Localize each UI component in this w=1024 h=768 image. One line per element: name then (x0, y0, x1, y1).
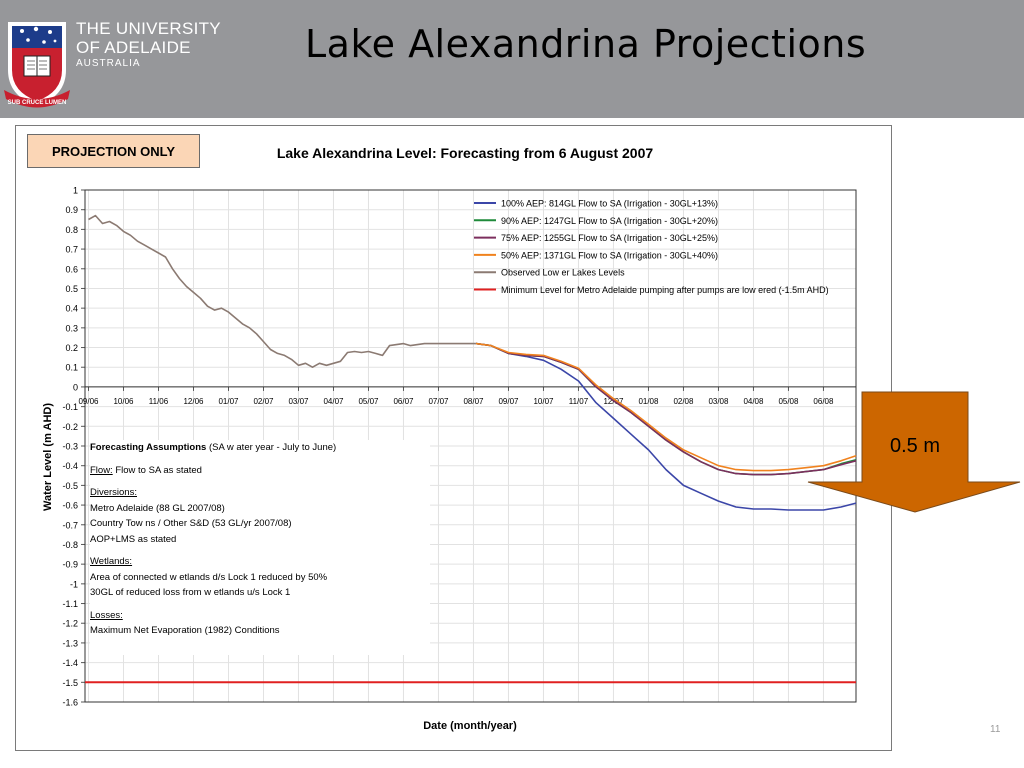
losses-block: Losses: Maximum Net Evaporation (1982) C… (90, 608, 430, 639)
diversions-label: Diversions: (90, 487, 137, 498)
x-tick-label: 02/07 (253, 397, 274, 406)
x-tick-label: 06/07 (393, 397, 414, 406)
y-tick-label: -1.3 (62, 638, 78, 648)
x-tick-label: 04/08 (743, 397, 764, 406)
y-tick-label: 0.7 (65, 245, 78, 255)
university-name-line1: THE UNIVERSITY (76, 19, 221, 38)
y-tick-label: 0.5 (65, 284, 78, 294)
wetland-item: 30GL of reduced loss from w etlands u/s … (90, 587, 291, 598)
x-tick-label: 01/08 (638, 397, 659, 406)
series-line-2 (475, 342, 857, 476)
chart-title: Lake Alexandrina Level: Forecasting from… (277, 145, 654, 161)
y-tick-label: -0.1 (62, 402, 78, 412)
legend-entry: 90% AEP: 1247GL Flow to SA (Irrigation -… (501, 216, 718, 226)
y-tick-label: -1.4 (62, 658, 78, 668)
diversion-item: Metro Adelaide (88 GL 2007/08) (90, 502, 225, 514)
y-tick-label: -0.8 (62, 540, 78, 550)
y-tick-label: -0.4 (62, 461, 78, 471)
y-tick-label: 0 (73, 382, 78, 392)
y-tick-label: 0.4 (65, 304, 78, 314)
flow-label: Flow: (90, 464, 113, 476)
down-arrow-icon (807, 391, 1021, 513)
plot-border (84, 189, 857, 703)
projection-only-badge: PROJECTION ONLY (27, 134, 200, 168)
flow-block: Flow: Flow to SA as stated (90, 463, 430, 479)
assumptions-heading: Forecasting Assumptions (SA w ater year … (90, 440, 430, 456)
loss-item: Maximum Net Evaporation (1982) Condition… (90, 625, 280, 636)
y-tick-label: 0.2 (65, 343, 78, 353)
x-tick-label: 04/07 (323, 397, 344, 406)
x-tick-label: 05/07 (358, 397, 379, 406)
diversion-item: Country Tow ns / Other S&D (53 GL/yr 200… (90, 518, 292, 529)
university-logo: SUB CRUCE LUMEN (4, 22, 70, 108)
x-tick-label: 03/07 (288, 397, 309, 406)
y-tick-label: 0.6 (65, 264, 78, 274)
diversions-block: Diversions: Metro Adelaide (88 GL 2007/0… (90, 485, 430, 547)
y-tick-label: -0.3 (62, 442, 78, 452)
series-line-0 (475, 342, 857, 511)
y-tick-label: -1.1 (62, 599, 78, 609)
wetland-item: Area of connected w etlands d/s Lock 1 r… (90, 571, 328, 583)
y-axis-label: Water Level (m AHD) (42, 403, 54, 511)
y-tick-label: -0.6 (62, 501, 78, 511)
motto-text: SUB CRUCE LUMEN (8, 100, 67, 106)
y-tick-label: -0.9 (62, 560, 78, 570)
y-tick-label: 0.3 (65, 323, 78, 333)
x-tick-label: 10/06 (113, 397, 134, 406)
y-tick-label: -1.2 (62, 619, 78, 629)
callout-label: 0.5 m (890, 435, 940, 457)
assumptions-title: Forecasting Assumptions (90, 442, 207, 453)
y-tick-label: -1.5 (62, 678, 78, 688)
assumptions-title-suffix: (SA w ater year - July to June) (206, 442, 337, 453)
series-line-4 (88, 214, 476, 369)
y-tick-label: 0.8 (65, 225, 78, 235)
x-tick-label: 10/07 (533, 397, 554, 406)
university-name: THE UNIVERSITY OF ADELAIDE AUSTRALIA (76, 20, 221, 69)
y-tick-label: -0.2 (62, 422, 78, 432)
wetlands-label: Wetlands: (90, 556, 133, 567)
legend-entry: 75% AEP: 1255GL Flow to SA (Irrigation -… (501, 233, 718, 243)
university-name-line2: OF ADELAIDE (76, 38, 191, 57)
x-tick-label: 08/07 (463, 397, 484, 406)
legend-entry: 100% AEP: 814GL Flow to SA (Irrigation -… (501, 199, 718, 209)
legend-entry: Minimum Level for Metro Adelaide pumping… (501, 285, 829, 295)
y-tick-label: -1 (70, 579, 78, 589)
series-line-3 (475, 342, 857, 472)
x-tick-label: 03/08 (708, 397, 729, 406)
y-tick-label: -0.7 (62, 520, 78, 530)
legend-entry: Observed Low er Lakes Levels (501, 268, 625, 278)
slide-header (0, 0, 1024, 118)
x-tick-label: 11/06 (149, 397, 169, 406)
x-tick-label: 05/08 (778, 397, 799, 406)
slide-title: Lake Alexandrina Projections (305, 22, 867, 66)
wetlands-block: Wetlands: Area of connected w etlands d/… (90, 554, 430, 601)
x-tick-label: 11/07 (569, 397, 589, 406)
x-axis-label: Date (month/year) (423, 720, 517, 732)
page-number: 11 (990, 724, 1001, 735)
x-tick-label: 01/07 (218, 397, 239, 406)
y-tick-label: 1 (73, 186, 78, 196)
x-tick-label: 09/07 (498, 397, 519, 406)
y-tick-label: -0.5 (62, 481, 78, 491)
x-tick-label: 09/06 (78, 397, 99, 406)
x-tick-label: 12/06 (183, 397, 204, 406)
y-tick-label: -1.6 (62, 698, 78, 708)
flow-text: Flow to SA as stated (112, 464, 202, 476)
forecasting-assumptions-box: Forecasting Assumptions (SA w ater year … (90, 440, 430, 655)
y-tick-label: 0.1 (65, 363, 78, 373)
losses-label: Losses: (90, 609, 123, 621)
legend-entry: 50% AEP: 1371GL Flow to SA (Irrigation -… (501, 250, 718, 260)
x-tick-label: 06/08 (813, 397, 834, 406)
x-tick-label: 02/08 (673, 397, 694, 406)
university-name-line3: AUSTRALIA (76, 58, 141, 69)
diversion-item: AOP+LMS as stated (90, 533, 177, 545)
y-tick-label: 0.9 (65, 205, 78, 215)
x-tick-label: 07/07 (428, 397, 449, 406)
